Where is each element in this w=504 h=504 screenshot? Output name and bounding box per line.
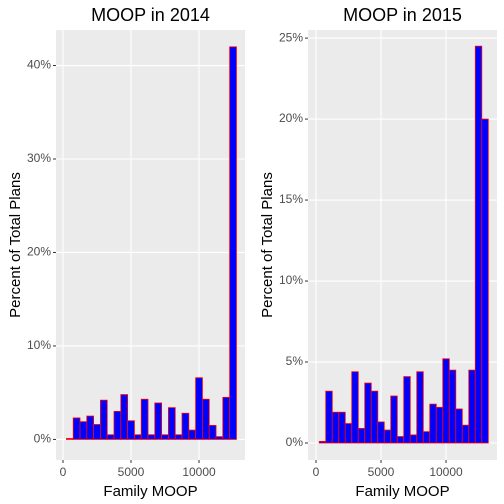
bar — [174, 434, 183, 440]
bar — [390, 395, 398, 444]
chart-title: MOOP in 2015 — [343, 5, 462, 25]
panel-background — [308, 30, 497, 460]
bar — [195, 377, 203, 440]
bar — [229, 46, 237, 440]
bar — [202, 398, 210, 440]
x-axis-label: Family MOOP — [103, 483, 197, 500]
bar — [435, 406, 444, 444]
bar — [215, 436, 224, 440]
x-tick-label: 10000 — [182, 465, 216, 479]
bar — [208, 425, 217, 440]
bar — [416, 371, 424, 444]
bar — [222, 396, 231, 440]
bar — [422, 431, 431, 444]
bar — [474, 45, 483, 444]
x-tick-label: 0 — [313, 465, 320, 479]
y-tick-label: 0% — [34, 432, 52, 446]
y-tick-label: 10% — [279, 273, 303, 287]
y-tick-label: 15% — [279, 192, 303, 206]
y-tick-label: 25% — [279, 30, 303, 44]
bar — [481, 118, 489, 444]
y-tick-label: 30% — [27, 151, 51, 165]
x-tick-label: 10000 — [429, 465, 463, 479]
bar — [455, 408, 463, 444]
chart-title: MOOP in 2014 — [91, 5, 210, 25]
bar — [357, 428, 366, 444]
bar — [461, 424, 470, 444]
bar — [66, 438, 74, 440]
bar — [127, 420, 135, 440]
bar — [188, 429, 197, 440]
bar — [72, 417, 81, 440]
bar — [377, 421, 385, 444]
y-tick-label: 5% — [286, 354, 304, 368]
bar — [100, 399, 108, 440]
y-axis-label: Percent of Total Plans — [259, 172, 276, 318]
bar — [154, 402, 163, 440]
bar — [86, 415, 95, 440]
x-axis-label: Family MOOP — [355, 483, 449, 500]
x-tick-label: 0 — [60, 465, 67, 479]
bar — [409, 434, 418, 444]
bar — [383, 429, 392, 444]
bar — [181, 412, 190, 440]
bar — [331, 411, 340, 444]
bar — [448, 369, 457, 444]
y-tick-label: 20% — [27, 245, 51, 259]
x-tick-label: 5000 — [368, 465, 395, 479]
bar — [93, 424, 101, 440]
bar — [429, 403, 437, 444]
panel-background — [56, 30, 245, 460]
x-tick-label: 5000 — [118, 465, 145, 479]
bar — [344, 423, 353, 444]
y-axis-label: Percent of Total Plans — [7, 172, 24, 318]
y-tick-label: 0% — [286, 435, 304, 449]
bar — [442, 358, 450, 444]
bar — [120, 394, 129, 440]
bar — [370, 390, 379, 444]
y-tick-label: 10% — [27, 338, 51, 352]
bar — [403, 376, 411, 444]
bar — [338, 411, 346, 444]
bar — [113, 410, 122, 440]
bar — [351, 371, 359, 444]
bar — [318, 440, 327, 444]
bar — [168, 407, 176, 440]
bar — [140, 398, 149, 440]
bar — [396, 436, 405, 444]
bar — [134, 434, 142, 440]
bar — [364, 382, 372, 444]
bar — [79, 421, 88, 440]
bar — [106, 434, 115, 440]
bar — [147, 434, 156, 440]
y-tick-label: 20% — [279, 111, 303, 125]
y-tick-label: 40% — [27, 58, 51, 72]
bar — [161, 434, 169, 440]
bar — [325, 390, 333, 444]
bar — [468, 369, 476, 444]
